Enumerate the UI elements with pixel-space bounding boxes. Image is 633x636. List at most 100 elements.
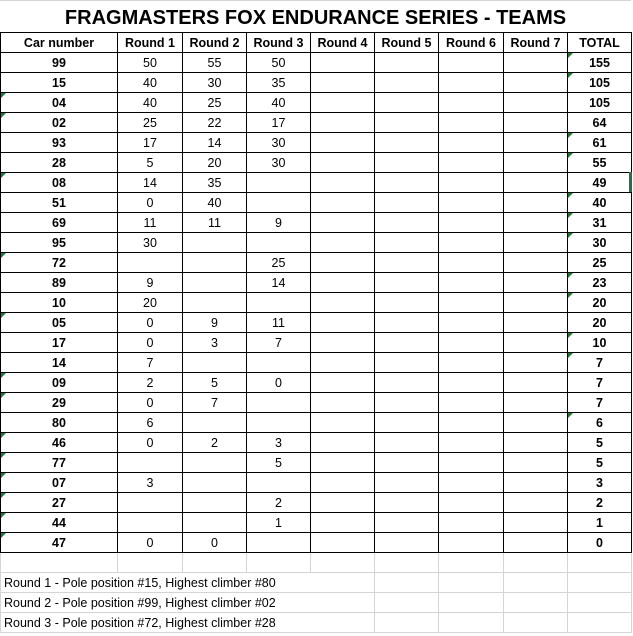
round-6-cell[interactable]: [438, 72, 504, 93]
empty-cell[interactable]: [182, 552, 247, 573]
total-cell[interactable]: 105: [567, 72, 632, 93]
round-5-cell[interactable]: [374, 452, 439, 473]
round-5-cell[interactable]: [374, 432, 439, 453]
empty-cell[interactable]: [567, 552, 632, 573]
round-2-cell[interactable]: 9: [182, 312, 247, 333]
round-6-cell[interactable]: [438, 272, 504, 293]
round-note-cell[interactable]: Round 2 - Pole position #99, Highest cli…: [0, 592, 311, 613]
total-cell[interactable]: 105: [567, 92, 632, 113]
round-2-cell[interactable]: [182, 272, 247, 293]
round-2-cell[interactable]: [182, 252, 247, 273]
round-1-cell[interactable]: 25: [117, 112, 183, 133]
round-2-cell[interactable]: 14: [182, 132, 247, 153]
empty-cell[interactable]: [503, 592, 568, 613]
total-cell[interactable]: 1: [567, 512, 632, 533]
round-5-cell[interactable]: [374, 232, 439, 253]
car-number-cell[interactable]: 29: [0, 392, 118, 413]
empty-cell[interactable]: [310, 612, 375, 633]
total-cell[interactable]: 20: [567, 292, 632, 313]
round-6-cell[interactable]: [438, 332, 504, 353]
round-4-cell[interactable]: [310, 52, 375, 73]
round-4-cell[interactable]: [310, 172, 375, 193]
round-1-cell[interactable]: [117, 512, 183, 533]
car-number-cell[interactable]: 89: [0, 272, 118, 293]
round-6-cell[interactable]: [438, 112, 504, 133]
car-number-cell[interactable]: 69: [0, 212, 118, 233]
empty-cell[interactable]: [117, 552, 183, 573]
round-note-cell[interactable]: Round 1 - Pole position #15, Highest cli…: [0, 572, 311, 593]
column-header[interactable]: Round 4: [310, 32, 375, 53]
round-7-cell[interactable]: [503, 252, 568, 273]
round-6-cell[interactable]: [438, 432, 504, 453]
round-3-cell[interactable]: [246, 232, 311, 253]
round-4-cell[interactable]: [310, 152, 375, 173]
round-6-cell[interactable]: [438, 452, 504, 473]
round-4-cell[interactable]: [310, 392, 375, 413]
total-cell[interactable]: 20: [567, 312, 632, 333]
round-3-cell[interactable]: [246, 532, 311, 553]
round-6-cell[interactable]: [438, 412, 504, 433]
total-cell[interactable]: 7: [567, 352, 632, 373]
round-4-cell[interactable]: [310, 112, 375, 133]
car-number-cell[interactable]: 05: [0, 312, 118, 333]
empty-cell[interactable]: [503, 612, 568, 633]
round-6-cell[interactable]: [438, 292, 504, 313]
round-5-cell[interactable]: [374, 352, 439, 373]
round-1-cell[interactable]: 20: [117, 292, 183, 313]
round-4-cell[interactable]: [310, 92, 375, 113]
car-number-cell[interactable]: 47: [0, 532, 118, 553]
round-3-cell[interactable]: 7: [246, 332, 311, 353]
round-note-cell[interactable]: Round 3 - Pole position #72, Highest cli…: [0, 612, 311, 633]
round-4-cell[interactable]: [310, 492, 375, 513]
round-3-cell[interactable]: 35: [246, 72, 311, 93]
round-1-cell[interactable]: 2: [117, 372, 183, 393]
round-2-cell[interactable]: 2: [182, 432, 247, 453]
round-6-cell[interactable]: [438, 392, 504, 413]
column-header[interactable]: Round 5: [374, 32, 439, 53]
round-6-cell[interactable]: [438, 152, 504, 173]
empty-cell[interactable]: [503, 552, 568, 573]
round-5-cell[interactable]: [374, 52, 439, 73]
round-4-cell[interactable]: [310, 372, 375, 393]
round-7-cell[interactable]: [503, 172, 568, 193]
round-7-cell[interactable]: [503, 232, 568, 253]
round-7-cell[interactable]: [503, 212, 568, 233]
total-cell[interactable]: 25: [567, 252, 632, 273]
round-4-cell[interactable]: [310, 332, 375, 353]
round-3-cell[interactable]: 1: [246, 512, 311, 533]
round-2-cell[interactable]: [182, 352, 247, 373]
empty-cell[interactable]: [0, 552, 118, 573]
column-header[interactable]: Round 7: [503, 32, 568, 53]
round-2-cell[interactable]: 22: [182, 112, 247, 133]
round-2-cell[interactable]: 40: [182, 192, 247, 213]
round-6-cell[interactable]: [438, 472, 504, 493]
empty-cell[interactable]: [374, 552, 439, 573]
total-cell[interactable]: 30: [567, 232, 632, 253]
round-2-cell[interactable]: 0: [182, 532, 247, 553]
total-cell[interactable]: 5: [567, 452, 632, 473]
total-cell[interactable]: 49: [567, 172, 632, 193]
round-1-cell[interactable]: [117, 252, 183, 273]
car-number-cell[interactable]: 80: [0, 412, 118, 433]
round-7-cell[interactable]: [503, 372, 568, 393]
round-1-cell[interactable]: [117, 452, 183, 473]
round-3-cell[interactable]: [246, 172, 311, 193]
total-cell[interactable]: 55: [567, 152, 632, 173]
round-5-cell[interactable]: [374, 152, 439, 173]
round-5-cell[interactable]: [374, 512, 439, 533]
round-4-cell[interactable]: [310, 512, 375, 533]
car-number-cell[interactable]: 07: [0, 472, 118, 493]
round-7-cell[interactable]: [503, 452, 568, 473]
column-header[interactable]: Round 3: [246, 32, 311, 53]
round-5-cell[interactable]: [374, 92, 439, 113]
round-3-cell[interactable]: 30: [246, 132, 311, 153]
round-2-cell[interactable]: 7: [182, 392, 247, 413]
round-3-cell[interactable]: 3: [246, 432, 311, 453]
car-number-cell[interactable]: 10: [0, 292, 118, 313]
round-5-cell[interactable]: [374, 312, 439, 333]
round-1-cell[interactable]: [117, 492, 183, 513]
round-4-cell[interactable]: [310, 192, 375, 213]
total-cell[interactable]: 31: [567, 212, 632, 233]
round-3-cell[interactable]: [246, 472, 311, 493]
round-7-cell[interactable]: [503, 92, 568, 113]
